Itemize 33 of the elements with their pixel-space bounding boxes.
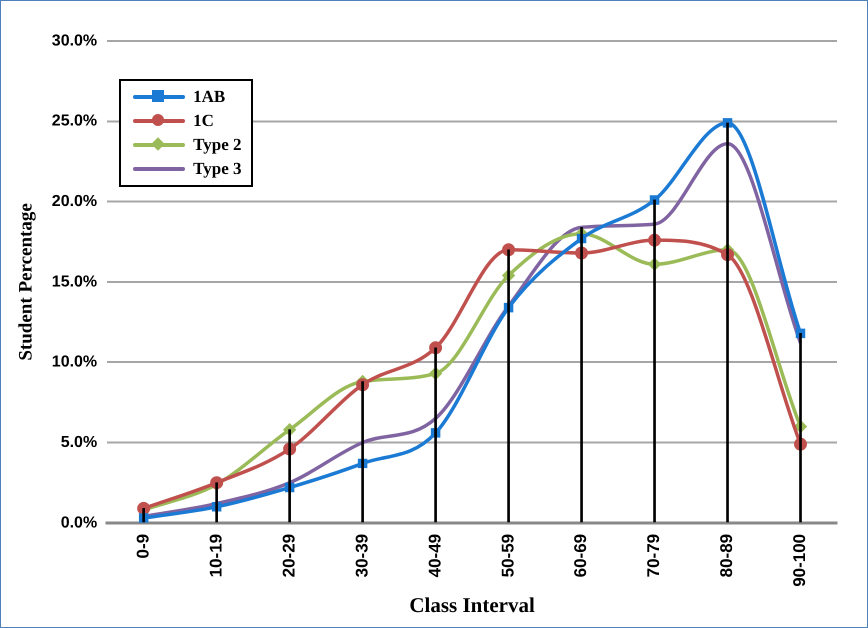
x-tick-label: 80-89 [717, 534, 736, 578]
y-axis-title: Student Percentage [15, 203, 36, 361]
y-tick-label: 20.0% [52, 193, 98, 210]
x-tick-label: 70-79 [644, 534, 664, 578]
bar [361, 381, 364, 522]
x-tick-label: 50-59 [498, 534, 518, 578]
bar [507, 249, 510, 522]
bar [653, 200, 656, 522]
x-tick-label: 60-69 [571, 534, 590, 578]
bar [580, 226, 583, 522]
bar [799, 333, 802, 522]
y-tick-label: 10.0% [52, 354, 98, 371]
x-tick-label: 20-29 [279, 534, 298, 578]
bar [726, 122, 729, 522]
x-tick-label: 10-19 [206, 534, 226, 578]
bar [288, 429, 291, 522]
bar [434, 347, 437, 522]
bar [142, 508, 145, 522]
y-tick-label: 0.0% [60, 514, 98, 532]
legend-label: 1C [193, 111, 214, 131]
legend-label: Type 3 [193, 159, 242, 179]
y-tick-label: 30.0% [52, 32, 98, 50]
y-tick-label: 5.0% [60, 434, 98, 451]
x-tick-label: 40-49 [425, 534, 444, 578]
bar [215, 482, 218, 522]
x-tick-label: 30-39 [352, 534, 372, 578]
x-axis-title: Class Interval [409, 592, 535, 617]
x-tick-label: 0-9 [133, 534, 152, 558]
y-tick-label: 15.0% [52, 273, 98, 290]
y-tick-label: 25.0% [52, 112, 98, 130]
legend-label: 1AB [193, 87, 226, 107]
legend-label: Type 2 [193, 135, 242, 155]
x-tick-label: 90-100 [790, 534, 810, 587]
